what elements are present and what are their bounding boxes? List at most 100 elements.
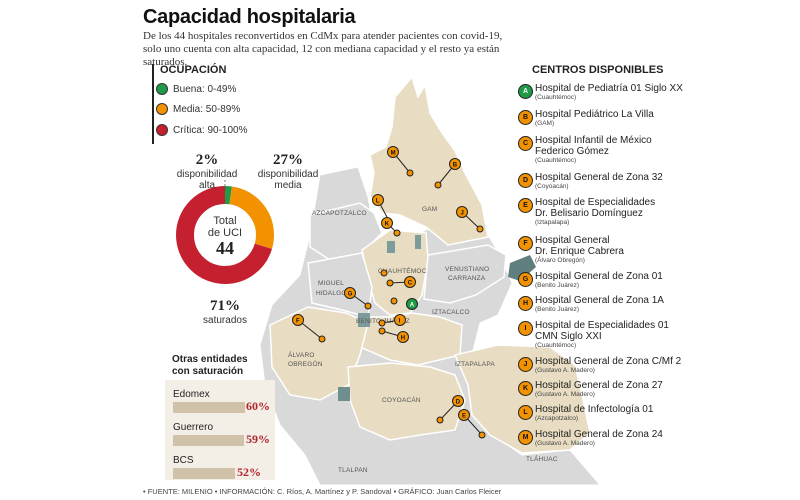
centro-name-line: Hospital de Especialidades 01 — [535, 320, 669, 331]
map-marker-g[interactable]: G — [344, 287, 356, 299]
centro-name-line: Hospital General de Zona 27 — [535, 380, 663, 391]
map-label-miguel: HIDALGO — [316, 290, 347, 297]
donut-label-alta: 2% disponibilidad alta — [172, 152, 242, 191]
otras-title-line: con saturación — [172, 366, 244, 377]
pct-value: 71% — [210, 298, 240, 314]
centro-location: (Gustavo A. Madero) — [535, 440, 595, 447]
pct-label: media — [274, 180, 302, 191]
map-label-azcapotzalco: AZCAPOTZALCO — [312, 210, 367, 217]
map-marker-j[interactable]: J — [456, 206, 468, 218]
centro-name: Hospital de Pediatría 01 Siglo XX (Cuauht… — [535, 83, 683, 102]
map-marker-m[interactable]: M — [387, 146, 399, 158]
otras-entity-bar — [173, 402, 245, 413]
otras-entity-value: 59% — [246, 432, 270, 446]
pct-label: disponibilidad — [257, 169, 319, 180]
map-label-gam: GAM — [422, 206, 437, 213]
pct-label: disponibilidad — [176, 169, 238, 180]
donut-center-value: 44 — [216, 238, 234, 258]
donut-segments — [176, 186, 274, 284]
svg-text:B: B — [453, 162, 458, 168]
centro-badge: H — [518, 296, 533, 311]
centro-name-line: Hospital de Especialidades — [535, 197, 656, 208]
otras-entity-value: 60% — [246, 399, 270, 413]
centro-badge: I — [518, 321, 533, 336]
orange-dot-icon — [156, 103, 168, 115]
otras-entity-bar — [173, 435, 244, 446]
map-venustiano — [423, 244, 507, 304]
centro-badge: E — [518, 198, 533, 213]
map-marker-a[interactable]: A — [406, 298, 418, 310]
map-label-tlahuac: TLÁHUAC — [526, 454, 558, 463]
centro-name: Hospital General Dr. Enrique Cabrera (Álva… — [535, 235, 624, 265]
svg-text:C: C — [408, 280, 413, 286]
centro-name-line: Dr. Belisario Domínguez — [535, 208, 643, 219]
centro-name-line: Dr. Enrique Cabrera — [535, 246, 624, 257]
centro-location: (Cuauhtémoc) — [535, 94, 577, 101]
centro-name-line: Hospital de Infectología 01 — [535, 404, 654, 415]
svg-text:J: J — [461, 210, 464, 216]
legend-marker-line — [152, 64, 154, 144]
svg-text:I: I — [399, 318, 401, 324]
map-marker-h[interactable]: H — [397, 331, 409, 343]
map-marker-k[interactable]: K — [381, 217, 393, 229]
pct-value: 27% — [273, 152, 303, 168]
map-marker-d[interactable]: D — [452, 395, 464, 407]
pct-label: alta — [198, 180, 216, 191]
map-marker-i[interactable]: I — [394, 314, 406, 326]
park-shape — [415, 235, 421, 249]
park-shape — [508, 255, 536, 281]
centro-location: (Gustavo A. Madero) — [535, 391, 595, 398]
centro-name: Hospital General de Zona 32 (Coyoacán) — [535, 172, 663, 191]
map-iztapalapa — [453, 344, 591, 454]
map-marker-e[interactable]: E — [458, 409, 470, 421]
map-marker-b[interactable]: B — [449, 158, 461, 170]
legend-title: OCUPACIÓN — [160, 64, 227, 76]
centro-location: (Iztapalapa) — [535, 219, 570, 226]
map-coyoacan — [347, 362, 466, 441]
centro-badge: D — [518, 173, 533, 188]
centro-name-line: Federico Gómez — [535, 146, 609, 157]
map-marker-dot — [406, 169, 414, 177]
centro-name-line: Hospital General de Zona 32 — [535, 172, 663, 183]
map-label-alvaro: OBREGÓN — [288, 359, 323, 368]
donut-segment-1 — [176, 186, 274, 284]
svg-text:M: M — [391, 150, 396, 156]
park-shape — [358, 313, 370, 327]
green-dot-icon — [156, 83, 168, 95]
pct-value: 2% — [195, 152, 219, 168]
map-marker-c[interactable]: C — [404, 276, 416, 288]
centro-badge: A — [518, 84, 533, 99]
centro-name: Hospital General de Zona 1A (Benito Juáre… — [535, 295, 664, 314]
centro-location: (Cuauhtémoc) — [535, 157, 577, 164]
map-marker-dot — [386, 279, 394, 287]
map-marker-dot — [478, 431, 486, 439]
centro-name: Hospital General de Zona 24 (Gustavo A. M… — [535, 429, 663, 448]
centro-name-line: Hospital Pediátrico La Villa — [535, 109, 654, 120]
legend-label: Media: 50-89% — [173, 103, 241, 115]
centro-location: (Benito Juárez) — [535, 306, 580, 313]
centro-location: (Benito Juárez) — [535, 282, 580, 289]
map-marker-l[interactable]: L — [372, 194, 384, 206]
centro-location: (GAM) — [535, 120, 555, 127]
centro-location: (Coyoacán) — [535, 183, 569, 190]
park-shape — [387, 241, 395, 253]
map-label-iztacalco: IZTACALCO — [432, 309, 470, 316]
map-marker-dot — [318, 335, 326, 343]
svg-text:A: A — [410, 302, 415, 308]
centro-name-line: Hospital General de Zona 24 — [535, 429, 663, 440]
svg-text:F: F — [296, 318, 300, 324]
map-marker-f[interactable]: F — [292, 314, 304, 326]
centro-badge: M — [518, 430, 533, 445]
centro-name: Hospital Infantil de México Federico Góme… — [535, 135, 652, 165]
centro-badge: K — [518, 381, 533, 396]
centro-name-line: Hospital General de Zona C/Mf 2 — [535, 356, 682, 367]
svg-text:H: H — [401, 335, 405, 341]
donut-segment-2 — [176, 186, 274, 284]
cdmx-map: GAM AZCAPOTZALCO CUAUHTÉMOC VENUSTIANO C… — [259, 75, 601, 485]
centro-name-line: Hospital de Pediatría 01 Siglo XX — [535, 83, 683, 94]
centro-name: Hospital General de Zona 27 (Gustavo A. M… — [535, 380, 663, 399]
map-label-coyoacan: COYOACÁN — [382, 395, 421, 404]
map-label-miguel: MIGUEL — [318, 280, 344, 287]
map-label-venustiano: VENUSTIANO — [445, 266, 489, 273]
centro-badge: J — [518, 357, 533, 372]
